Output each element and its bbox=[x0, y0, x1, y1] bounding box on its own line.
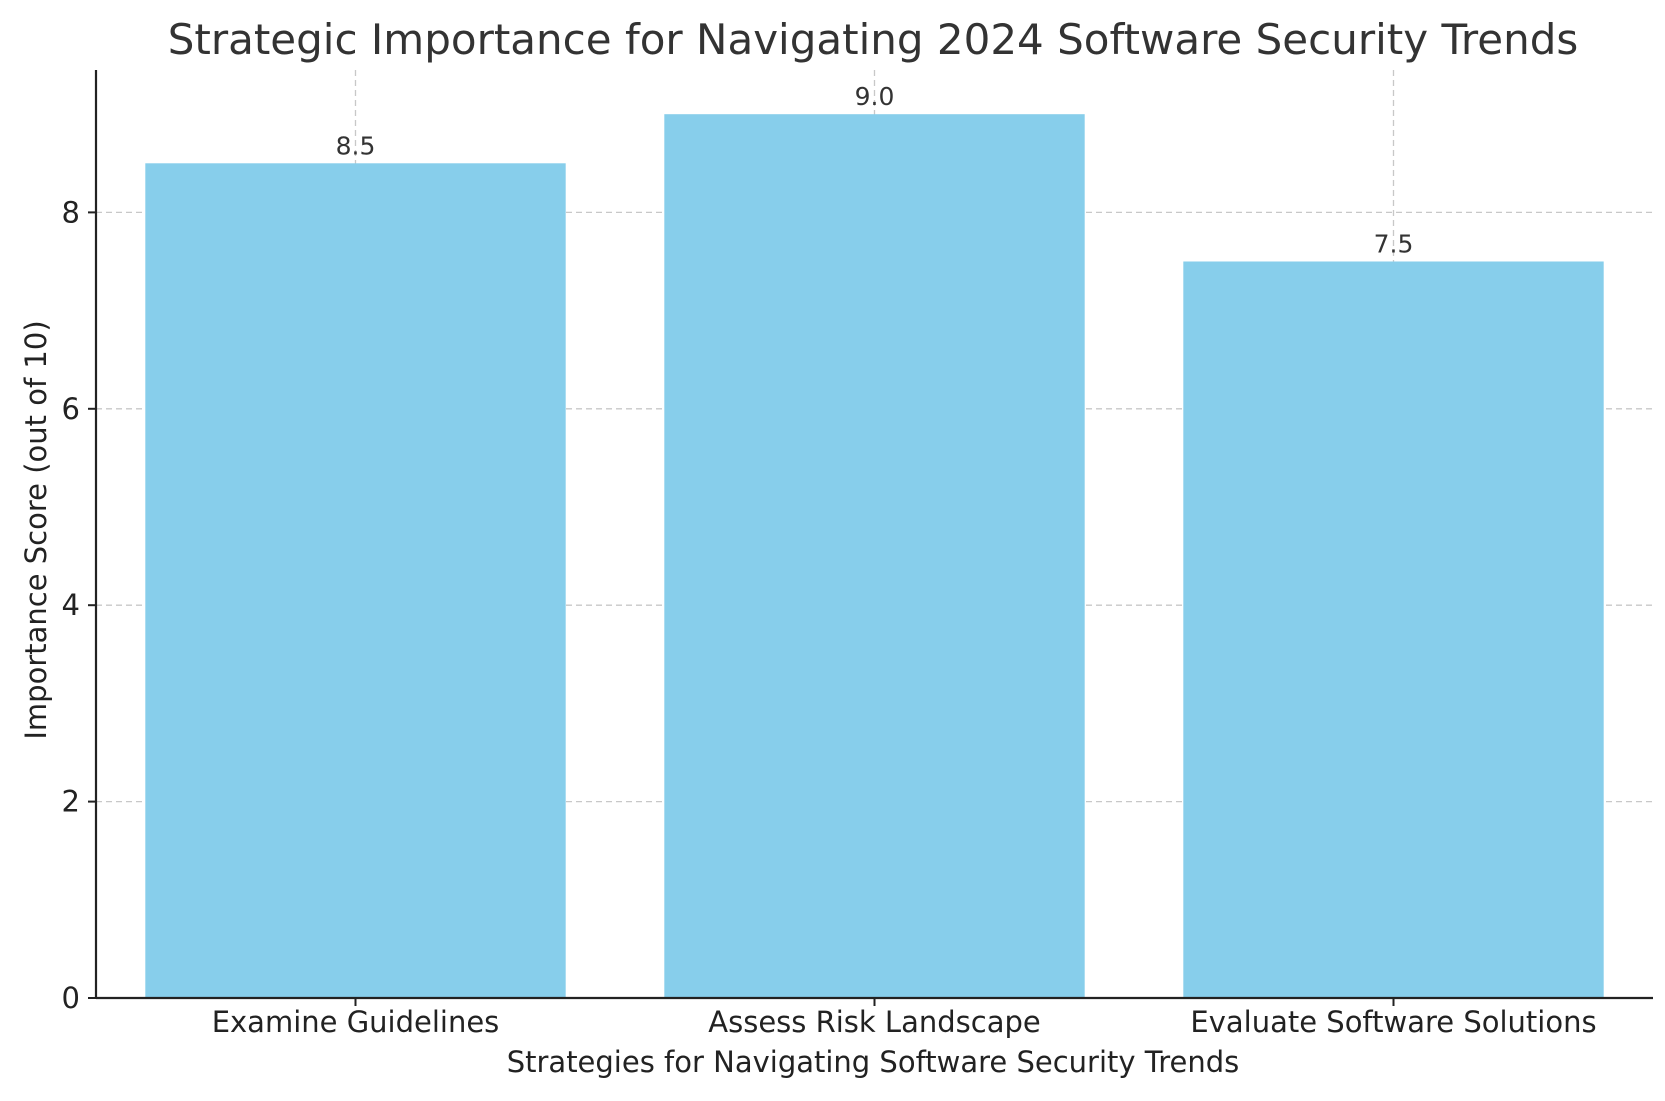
bar bbox=[1183, 261, 1604, 998]
y-tick-label: 8 bbox=[62, 195, 80, 229]
y-tick-label: 2 bbox=[62, 785, 80, 819]
x-tick-label: Assess Risk Landscape bbox=[708, 1005, 1040, 1039]
y-tick-label: 4 bbox=[62, 588, 80, 622]
bars bbox=[145, 114, 1604, 998]
chart-title: Strategic Importance for Navigating 2024… bbox=[168, 15, 1579, 64]
x-tick-label: Examine Guidelines bbox=[212, 1005, 500, 1039]
x-tick-label: Evaluate Software Solutions bbox=[1190, 1005, 1596, 1039]
y-axis-ticks: 0 2 4 6 8 bbox=[62, 195, 96, 1015]
bar-value-label: 9.0 bbox=[855, 82, 895, 111]
bar-value-label: 8.5 bbox=[336, 131, 376, 160]
y-tick-label: 0 bbox=[62, 981, 80, 1015]
y-tick-label: 6 bbox=[62, 392, 80, 426]
bar-value-label: 7.5 bbox=[1374, 229, 1414, 258]
bar bbox=[145, 163, 566, 998]
x-axis-ticks: Examine Guidelines Assess Risk Landscape E… bbox=[212, 998, 1597, 1039]
x-axis-label: Strategies for Navigating Software Secur… bbox=[507, 1045, 1240, 1079]
value-labels: 8.5 9.0 7.5 bbox=[336, 82, 1414, 258]
bar bbox=[664, 114, 1085, 998]
y-axis-label: Importance Score (out of 10) bbox=[19, 320, 53, 739]
